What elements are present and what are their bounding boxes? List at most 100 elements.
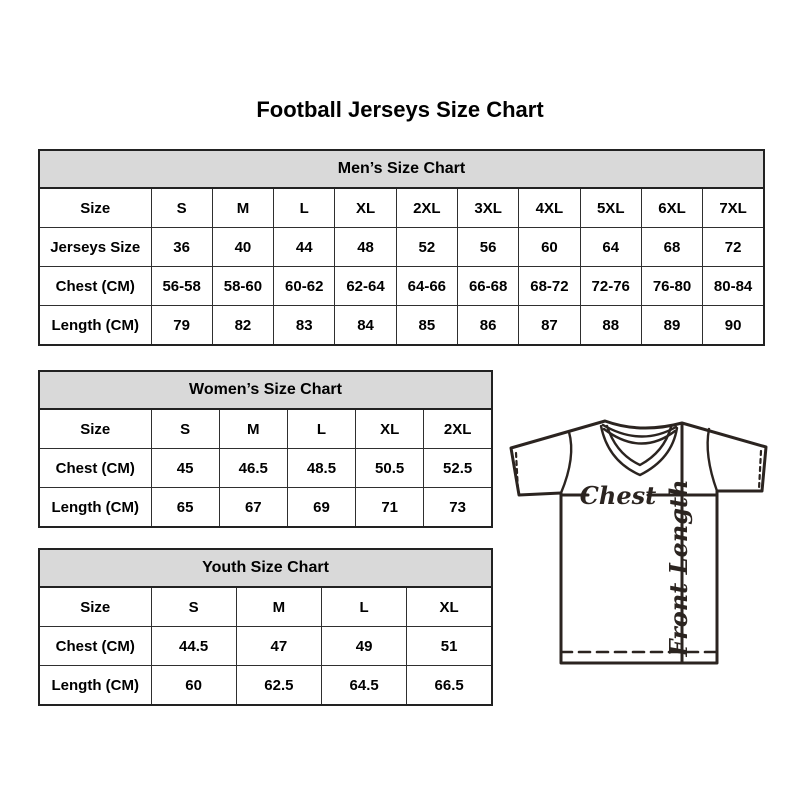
jersey-measurement-diagram: Chest Front Length <box>509 419 768 665</box>
value-cell: 71 <box>355 487 425 528</box>
value-cell: 62.5 <box>235 665 323 706</box>
value-cell: M <box>218 408 288 449</box>
value-cell: 88 <box>579 305 642 346</box>
value-cell: 64.5 <box>320 665 408 706</box>
value-cell: 83 <box>273 305 336 346</box>
value-cell: 62-64 <box>334 266 397 306</box>
value-cell: 51 <box>406 626 493 666</box>
value-cell: 6XL <box>640 187 704 228</box>
table-row: Chest (CM) 44.5 47 49 51 <box>38 626 493 666</box>
row-label-cell: Jerseys Size <box>38 227 152 267</box>
table-row: Chest (CM) 56-58 58-60 60-62 62-64 64-66 66-68… <box>38 266 765 306</box>
row-label-cell: Length (CM) <box>38 305 152 346</box>
womens-size-table: Women’s Size Chart Size S M L XL 2XL Chest (CM)… <box>38 370 493 528</box>
value-cell: L <box>286 408 357 449</box>
value-cell: 64 <box>579 227 642 267</box>
value-cell: 58-60 <box>211 266 275 306</box>
row-label-cell: Size <box>38 408 152 449</box>
front-length-label: Front Length <box>664 479 693 657</box>
value-cell: 7XL <box>702 187 765 228</box>
value-cell: S <box>150 408 220 449</box>
value-cell: 79 <box>150 305 213 346</box>
value-cell: 82 <box>211 305 275 346</box>
table-row: Length (CM) 65 67 69 71 73 <box>38 487 493 528</box>
value-cell: 2XL <box>395 187 458 228</box>
value-cell: 68 <box>640 227 704 267</box>
table-title: Youth Size Chart <box>38 548 493 588</box>
value-cell: 49 <box>320 626 408 666</box>
value-cell: 5XL <box>579 187 642 228</box>
value-cell: 40 <box>211 227 275 267</box>
value-cell: 2XL <box>423 408 493 449</box>
row-label-cell: Size <box>38 187 152 228</box>
value-cell: 64-66 <box>395 266 458 306</box>
row-label-cell: Chest (CM) <box>38 266 152 306</box>
right-cuff-dashed-line <box>757 449 763 491</box>
value-cell: L <box>273 187 336 228</box>
table-header-row: Youth Size Chart <box>38 548 493 588</box>
value-cell: S <box>150 586 237 627</box>
right-armhole-seam <box>706 427 719 493</box>
value-cell: 69 <box>286 487 357 528</box>
table-header-row: Women’s Size Chart <box>38 370 493 410</box>
value-cell: 89 <box>640 305 704 346</box>
value-cell: 72-76 <box>579 266 642 306</box>
value-cell: 60-62 <box>273 266 336 306</box>
value-cell: M <box>211 187 275 228</box>
left-cuff-dashed-line <box>514 451 520 493</box>
value-cell: 56 <box>456 227 520 267</box>
value-cell: 44 <box>273 227 336 267</box>
value-cell: 4XL <box>518 187 581 228</box>
value-cell: 60 <box>150 665 237 706</box>
value-cell: 66.5 <box>406 665 493 706</box>
value-cell: L <box>320 586 408 627</box>
value-cell: 48.5 <box>286 448 357 488</box>
table-row: Size S M L XL <box>38 586 493 627</box>
value-cell: 72 <box>702 227 765 267</box>
value-cell: 73 <box>423 487 493 528</box>
page-title: Football Jerseys Size Chart <box>256 97 544 122</box>
value-cell: 44.5 <box>150 626 237 666</box>
value-cell: 65 <box>150 487 220 528</box>
value-cell: 90 <box>702 305 765 346</box>
left-armhole-seam <box>559 430 573 495</box>
value-cell: 52 <box>395 227 458 267</box>
value-cell: 68-72 <box>518 266 581 306</box>
table-row: Length (CM) 79 82 83 84 85 86 87 88 89 90 <box>38 305 765 346</box>
value-cell: XL <box>355 408 425 449</box>
value-cell: 80-84 <box>702 266 765 306</box>
row-label-cell: Size <box>38 586 152 627</box>
row-label-cell: Chest (CM) <box>38 448 152 488</box>
table-row: Jerseys Size 36 40 44 48 52 56 60 64 68 72 <box>38 227 765 267</box>
row-label-cell: Length (CM) <box>38 487 152 528</box>
youth-size-table: Youth Size Chart Size S M L XL Chest (CM) 44.5 4… <box>38 548 493 706</box>
value-cell: 48 <box>334 227 397 267</box>
table-row: Chest (CM) 45 46.5 48.5 50.5 52.5 <box>38 448 493 488</box>
collar-v-inner <box>605 424 673 467</box>
value-cell: 84 <box>334 305 397 346</box>
table-row: Size S M L XL 2XL <box>38 408 493 449</box>
row-label-cell: Length (CM) <box>38 665 152 706</box>
value-cell: M <box>235 586 323 627</box>
value-cell: 86 <box>456 305 520 346</box>
table-header-row: Men’s Size Chart <box>38 149 765 189</box>
mens-size-table: Men’s Size Chart Size S M L XL 2XL 3XL 4XL 5XL 6XL… <box>38 149 765 346</box>
value-cell: 87 <box>518 305 581 346</box>
table-row: Length (CM) 60 62.5 64.5 66.5 <box>38 665 493 706</box>
value-cell: 45 <box>150 448 220 488</box>
chest-label: Chest <box>580 481 656 510</box>
value-cell: 47 <box>235 626 323 666</box>
value-cell: 85 <box>395 305 458 346</box>
collar-v-outer <box>599 424 679 477</box>
table-title: Men’s Size Chart <box>38 149 765 189</box>
value-cell: 52.5 <box>423 448 493 488</box>
value-cell: XL <box>334 187 397 228</box>
value-cell: 66-68 <box>456 266 520 306</box>
value-cell: 46.5 <box>218 448 288 488</box>
value-cell: 50.5 <box>355 448 425 488</box>
value-cell: 76-80 <box>640 266 704 306</box>
value-cell: 36 <box>150 227 213 267</box>
table-title: Women’s Size Chart <box>38 370 493 410</box>
value-cell: 60 <box>518 227 581 267</box>
